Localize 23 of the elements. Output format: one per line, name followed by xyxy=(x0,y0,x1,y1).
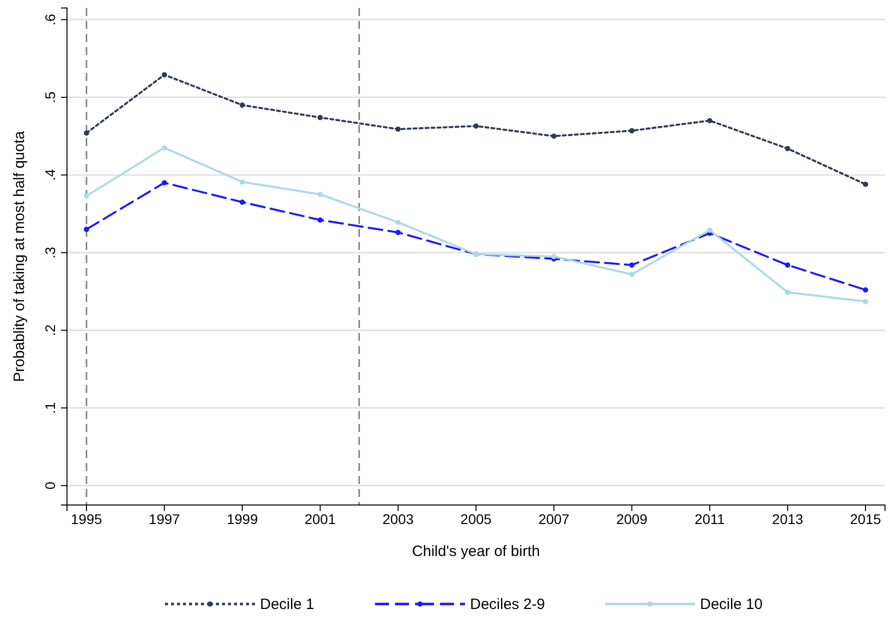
y-tick-label: .4 xyxy=(42,168,58,181)
x-axis-title: Child's year of birth xyxy=(412,543,540,560)
x-tick-label: 1997 xyxy=(148,510,180,527)
x-tick-label: 2003 xyxy=(382,510,414,527)
x-tick-label: 2009 xyxy=(616,510,648,527)
y-tick-label: .1 xyxy=(42,402,58,414)
y-tick-label: .6 xyxy=(42,14,58,26)
x-tick-label: 2005 xyxy=(460,510,492,527)
legend-label: Decile 10 xyxy=(700,596,763,613)
y-axis-title: Probablity of taking at most half quota xyxy=(11,130,28,382)
x-tick-label: 2011 xyxy=(694,510,725,527)
x-tick-label: 2015 xyxy=(850,510,882,527)
y-tick-label: .2 xyxy=(42,324,58,336)
x-tick-label: 2013 xyxy=(772,510,804,527)
legend-label: Deciles 2-9 xyxy=(470,596,546,613)
x-tick-label: 2001 xyxy=(304,510,336,527)
x-tick-label: 2007 xyxy=(538,510,570,527)
x-tick-label: 1999 xyxy=(226,510,258,527)
y-tick-label: .5 xyxy=(42,91,58,104)
legend-label: Decile 1 xyxy=(260,596,314,613)
y-tick-label: 0 xyxy=(42,481,58,490)
x-tick-label: 1995 xyxy=(70,510,102,527)
y-tick-label: .3 xyxy=(42,246,58,258)
